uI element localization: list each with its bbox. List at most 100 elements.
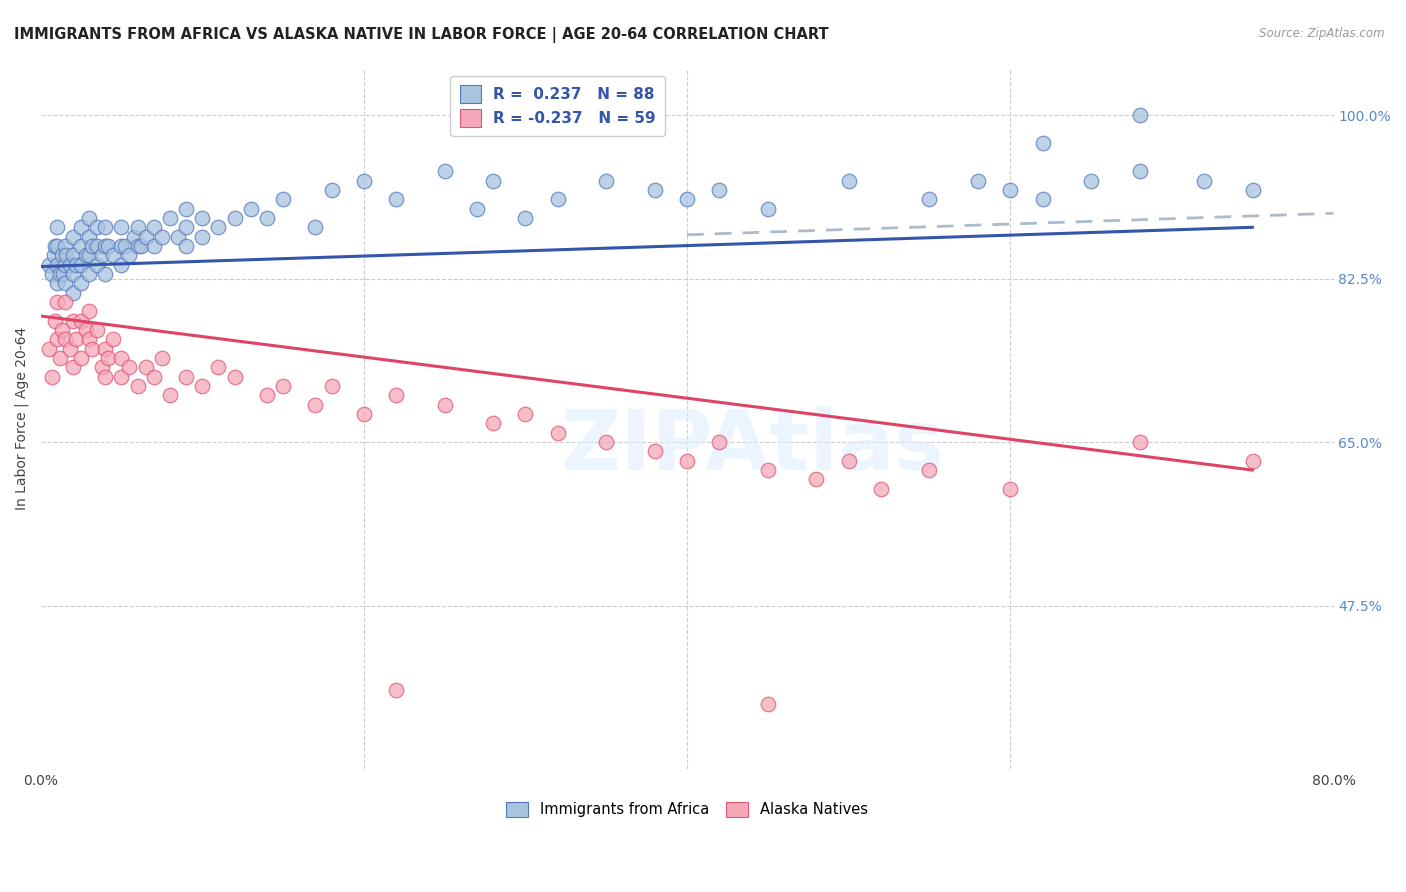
Point [756, 697, 779, 711]
Point [75, 248, 97, 262]
Point [62, 248, 84, 262]
Point [49, 351, 72, 365]
Point [159, 211, 181, 225]
Point [482, 173, 505, 187]
Point [45, 258, 67, 272]
Point [838, 173, 860, 187]
Text: ZIPAtlas: ZIPAtlas [560, 406, 943, 487]
Point [1129, 108, 1152, 122]
Point [482, 417, 505, 431]
Point [1129, 435, 1152, 450]
Point [86, 323, 108, 337]
Point [191, 229, 214, 244]
Point [49, 267, 72, 281]
Point [94, 369, 117, 384]
Point [110, 239, 132, 253]
Point [70, 277, 93, 291]
Point [59, 342, 82, 356]
Point [77, 304, 100, 318]
Point [756, 463, 779, 477]
Point [1192, 173, 1215, 187]
Point [644, 444, 666, 458]
Point [1032, 136, 1054, 151]
Point [62, 229, 84, 244]
Point [91, 248, 114, 262]
Point [159, 388, 181, 402]
Point [53, 258, 76, 272]
Point [77, 332, 100, 346]
Point [45, 239, 67, 253]
Point [1129, 164, 1152, 178]
Point [38, 258, 60, 272]
Point [174, 202, 197, 216]
Point [118, 248, 141, 262]
Point [1000, 482, 1022, 496]
Point [595, 173, 617, 187]
Point [65, 332, 87, 346]
Point [150, 351, 173, 365]
Point [62, 285, 84, 300]
Point [174, 220, 197, 235]
Point [77, 229, 100, 244]
Point [41, 267, 63, 281]
Point [45, 277, 67, 291]
Point [385, 388, 408, 402]
Point [70, 239, 93, 253]
Point [77, 211, 100, 225]
Point [51, 323, 73, 337]
Point [129, 239, 152, 253]
Point [45, 295, 67, 310]
Point [53, 277, 76, 291]
Point [207, 360, 229, 375]
Point [44, 239, 66, 253]
Point [353, 407, 375, 421]
Legend: Immigrants from Africa, Alaska Natives: Immigrants from Africa, Alaska Natives [499, 794, 876, 825]
Point [918, 192, 941, 206]
Point [55, 248, 77, 262]
Point [142, 220, 165, 235]
Point [53, 239, 76, 253]
Point [709, 183, 731, 197]
Point [65, 258, 87, 272]
Point [256, 388, 278, 402]
Point [70, 314, 93, 328]
Point [97, 351, 120, 365]
Point [465, 202, 488, 216]
Point [82, 342, 104, 356]
Point [595, 435, 617, 450]
Point [256, 211, 278, 225]
Point [385, 682, 408, 697]
Point [191, 379, 214, 393]
Point [756, 202, 779, 216]
Point [224, 369, 246, 384]
Point [82, 239, 104, 253]
Point [97, 239, 120, 253]
Point [1032, 192, 1054, 206]
Point [1080, 173, 1102, 187]
Point [150, 229, 173, 244]
Point [1000, 183, 1022, 197]
Point [304, 398, 326, 412]
Point [45, 332, 67, 346]
Point [271, 192, 294, 206]
Point [515, 211, 537, 225]
Point [118, 360, 141, 375]
Point [967, 173, 990, 187]
Point [45, 220, 67, 235]
Text: Source: ZipAtlas.com: Source: ZipAtlas.com [1260, 27, 1385, 40]
Point [1241, 454, 1264, 468]
Point [70, 258, 93, 272]
Point [94, 239, 117, 253]
Point [38, 342, 60, 356]
Point [94, 267, 117, 281]
Point [142, 369, 165, 384]
Point [59, 258, 82, 272]
Point [41, 369, 63, 384]
Point [62, 360, 84, 375]
Point [547, 192, 569, 206]
Point [838, 454, 860, 468]
Point [103, 248, 125, 262]
Point [127, 379, 149, 393]
Point [94, 342, 117, 356]
Point [321, 379, 343, 393]
